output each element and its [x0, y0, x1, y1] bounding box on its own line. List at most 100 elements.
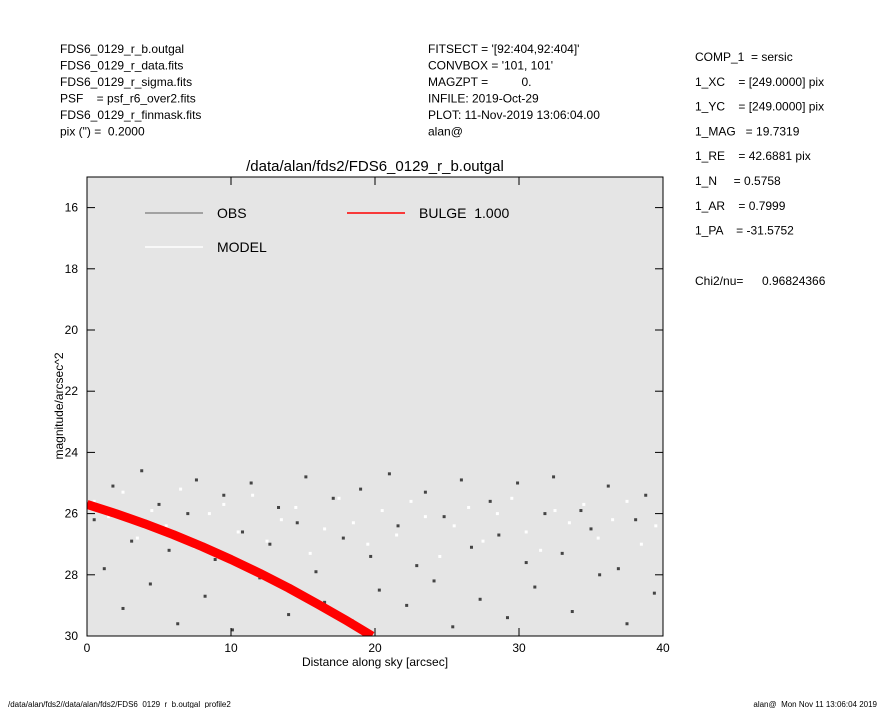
- legend-label: MODEL: [217, 239, 267, 255]
- y-tick-label: 16: [65, 201, 79, 215]
- data-point: [314, 570, 318, 574]
- data-point: [304, 475, 308, 479]
- data-point: [295, 521, 299, 525]
- data-point: [203, 594, 207, 598]
- data-point: [543, 512, 547, 516]
- data-point: [423, 515, 427, 519]
- x-tick-label: 40: [656, 641, 670, 655]
- data-point: [251, 493, 255, 497]
- data-point: [524, 530, 528, 534]
- y-tick-label: 26: [65, 507, 79, 521]
- x-tick-label: 30: [512, 641, 526, 655]
- header-right-line: 1_YC = [249.0000] pix: [695, 100, 824, 114]
- data-point: [230, 628, 234, 632]
- header-left-line: PSF = psf_r6_over2.fits: [60, 92, 196, 106]
- data-point: [579, 509, 583, 513]
- data-point: [92, 518, 96, 522]
- data-point: [107, 515, 111, 519]
- data-point: [268, 542, 272, 546]
- data-point: [616, 567, 620, 571]
- data-point: [478, 597, 482, 601]
- data-point: [438, 554, 442, 558]
- header-right-line: 1_RE = 42.6881 pix: [695, 149, 811, 163]
- data-point: [111, 484, 115, 488]
- data-point: [366, 542, 370, 546]
- data-point: [644, 493, 648, 497]
- data-point: [552, 475, 556, 479]
- data-point: [121, 490, 125, 494]
- header-left-line: pix (") = 0.2000: [60, 125, 145, 139]
- x-tick-label: 10: [224, 641, 238, 655]
- data-point: [606, 484, 610, 488]
- header-right-line: 1_PA = -31.5752: [695, 224, 794, 238]
- legend-label: OBS: [217, 205, 247, 221]
- header-middle-line: alan@: [428, 125, 463, 139]
- data-point: [279, 518, 283, 522]
- y-tick-label: 28: [65, 568, 79, 582]
- data-point: [222, 502, 226, 506]
- data-point: [625, 622, 629, 626]
- header-left-line: FDS6_0129_r_finmask.fits: [60, 108, 201, 122]
- data-point: [598, 573, 602, 577]
- legend-label: BULGE 1.000: [419, 205, 509, 221]
- plot-area: [87, 469, 658, 636]
- data-point: [351, 521, 355, 525]
- header-right-line: 1_N = 0.5758: [695, 174, 781, 188]
- footer-right: alan@ Mon Nov 11 13:06:04 2019: [753, 700, 877, 708]
- data-point: [452, 524, 456, 528]
- data-point: [469, 545, 473, 549]
- y-tick-label: 22: [65, 384, 79, 398]
- data-point: [176, 622, 180, 626]
- data-point: [265, 539, 269, 543]
- data-point: [213, 558, 217, 561]
- y-axis-label: magnitude/arcsec^2: [52, 352, 66, 459]
- data-point: [567, 521, 571, 525]
- data-point: [505, 616, 509, 620]
- data-point: [459, 478, 463, 482]
- data-point: [432, 579, 436, 583]
- data-point: [377, 588, 381, 592]
- data-point: [596, 536, 600, 540]
- data-point: [553, 509, 557, 513]
- header-right-line: 1_XC = [249.0000] pix: [695, 75, 824, 89]
- chi-value: 0.96824366: [762, 274, 826, 288]
- data-point: [167, 548, 171, 552]
- y-tick-label: 24: [65, 445, 79, 459]
- y-tick-label: 20: [65, 323, 79, 337]
- data-point: [207, 512, 211, 516]
- data-point: [130, 539, 134, 543]
- chi-label: Chi2/nu=: [695, 274, 743, 288]
- data-point: [140, 469, 144, 473]
- data-point: [652, 591, 656, 595]
- data-point: [405, 603, 409, 607]
- header-left-line: FDS6_0129_r_sigma.fits: [60, 75, 192, 89]
- data-point: [611, 518, 615, 522]
- data-point: [194, 478, 198, 482]
- data-point: [135, 536, 139, 540]
- data-point: [409, 499, 413, 503]
- data-point: [102, 567, 106, 571]
- data-point: [423, 490, 427, 494]
- data-point: [387, 472, 391, 476]
- data-point: [467, 505, 471, 509]
- data-point: [415, 564, 419, 568]
- data-point: [249, 481, 253, 485]
- data-point: [570, 610, 574, 614]
- data-point: [164, 524, 168, 528]
- footer-left: /data/alan/fds2//data/alan/fds2/FDS6_012…: [8, 700, 231, 708]
- data-point: [359, 487, 363, 491]
- data-point: [323, 527, 327, 531]
- data-point: [451, 625, 455, 629]
- data-point: [625, 499, 629, 503]
- data-point: [121, 606, 125, 610]
- data-point: [241, 530, 245, 534]
- data-point: [236, 530, 240, 534]
- plot-frame: [86, 176, 664, 637]
- header-right-line: 1_AR = 0.7999: [695, 199, 786, 213]
- data-point: [287, 613, 291, 617]
- data-point: [539, 548, 543, 552]
- data-point: [639, 542, 643, 546]
- data-point: [277, 505, 281, 509]
- data-point: [495, 512, 499, 516]
- data-point: [323, 600, 327, 604]
